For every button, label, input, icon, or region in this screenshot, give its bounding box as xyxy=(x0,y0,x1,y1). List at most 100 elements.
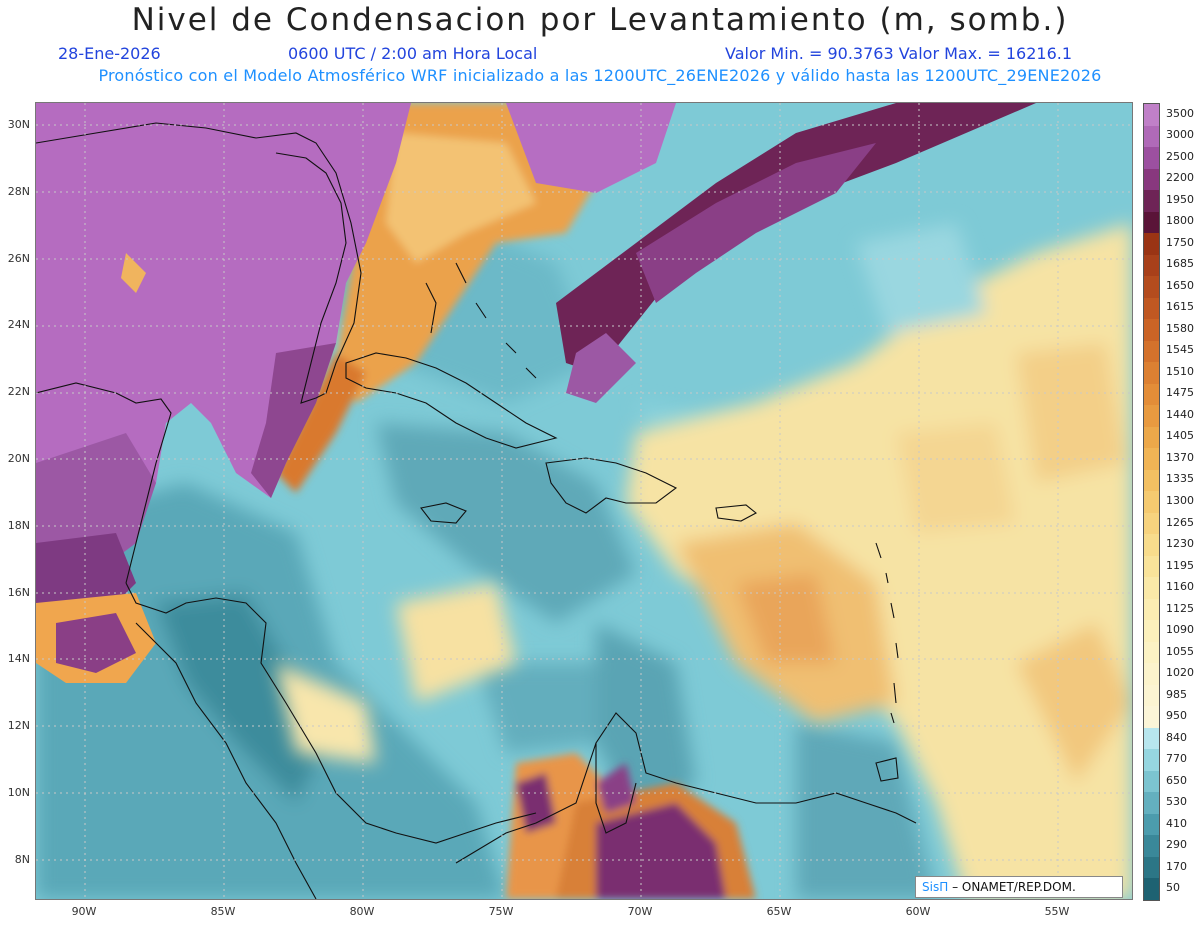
colorbar-segment xyxy=(1144,426,1159,449)
colorbar-segment xyxy=(1144,104,1159,126)
colorbar-segment xyxy=(1144,792,1159,815)
longitude-label: 65W xyxy=(766,905,792,918)
longitude-label: 80W xyxy=(349,905,375,918)
colorbar xyxy=(1143,103,1160,901)
colorbar-segment xyxy=(1144,577,1159,600)
colorbar-segment xyxy=(1144,254,1159,277)
colorbar-label: 3500 xyxy=(1166,106,1194,120)
lcl-map xyxy=(35,102,1133,900)
longitude-label: 55W xyxy=(1044,905,1070,918)
latitude-label: 22N xyxy=(7,385,30,399)
latitude-label: 20N xyxy=(7,452,30,465)
latitude-label: 14N xyxy=(7,652,30,666)
colorbar-label: 2500 xyxy=(1166,149,1194,163)
high-lcl-regions xyxy=(276,223,1132,899)
orange-band-florida xyxy=(276,103,596,493)
latitude-label: 10N xyxy=(7,786,30,799)
colorbar-label: 1800 xyxy=(1166,214,1194,228)
colorbar-label: 2200 xyxy=(1166,171,1194,185)
colorbar-segment xyxy=(1144,878,1159,901)
colorbar-segment xyxy=(1144,813,1159,836)
colorbar-label: 3000 xyxy=(1166,128,1194,142)
colorbar-segment xyxy=(1144,383,1159,406)
colorbar-segment xyxy=(1144,168,1159,191)
colorbar-label: 1020 xyxy=(1166,666,1194,680)
colorbar-label: 1580 xyxy=(1166,321,1194,335)
forecast-time: 0600 UTC / 2:00 am Hora Local xyxy=(288,44,538,63)
colorbar-label: 410 xyxy=(1166,816,1187,830)
latitude-label: 26N xyxy=(7,251,30,265)
colorbar-label: 1545 xyxy=(1166,343,1194,357)
colorbar-segment xyxy=(1144,856,1159,879)
longitude-label: 85W xyxy=(210,905,236,918)
colorbar-segment xyxy=(1144,770,1159,793)
colorbar-label: 290 xyxy=(1166,838,1187,852)
colorbar-label: 1265 xyxy=(1166,515,1194,529)
colorbar-label: 650 xyxy=(1166,773,1187,787)
colorbar-segment xyxy=(1144,319,1159,342)
colorbar-segment xyxy=(1144,749,1159,772)
grid-lines xyxy=(36,103,1132,899)
colorbar-segment xyxy=(1144,448,1159,471)
colorbar-label: 1195 xyxy=(1166,558,1194,572)
colorbar-segment xyxy=(1144,190,1159,213)
colorbar-label: 1300 xyxy=(1166,494,1194,507)
latitude-label: 24N xyxy=(7,318,30,332)
colorbar-label: 985 xyxy=(1166,687,1187,701)
longitude-label: 75W xyxy=(488,905,514,918)
colorbar-label: 950 xyxy=(1166,709,1187,723)
colorbar-segment xyxy=(1144,598,1159,621)
colorbar-label: 1090 xyxy=(1166,623,1194,637)
colorbar-segment xyxy=(1144,233,1159,256)
purple-northeast-band xyxy=(506,103,1036,403)
credit-text: – ONAMET/REP.DOM. xyxy=(952,880,1076,894)
latitude-label: 12N xyxy=(7,719,30,733)
latitude-label: 28N xyxy=(7,184,30,198)
colorbar-segment xyxy=(1144,684,1159,707)
colorbar-segment xyxy=(1144,706,1159,729)
colorbar-segment xyxy=(1144,211,1159,234)
colorbar-label: 1405 xyxy=(1166,429,1194,443)
colorbar-segment xyxy=(1144,512,1159,535)
colorbar-label: 1510 xyxy=(1166,364,1194,378)
latitude-label: 16N xyxy=(7,585,30,599)
longitude-label: 90W xyxy=(71,905,97,918)
colorbar-segment xyxy=(1144,469,1159,492)
colorbar-segment xyxy=(1144,405,1159,428)
colorbar-label: 1335 xyxy=(1166,472,1194,486)
colorbar-segment xyxy=(1144,620,1159,643)
colorbar-label: 1950 xyxy=(1166,192,1194,206)
longitude-label: 70W xyxy=(627,905,653,918)
colorbar-label: 840 xyxy=(1166,730,1187,744)
colorbar-segment xyxy=(1144,340,1159,363)
colorbar-segment xyxy=(1144,727,1159,750)
colorbar-label: 530 xyxy=(1166,795,1187,809)
colorbar-label: 1685 xyxy=(1166,257,1194,271)
colorbar-label: 770 xyxy=(1166,752,1187,766)
colorbar-segment xyxy=(1144,641,1159,664)
colorbar-segment xyxy=(1144,835,1159,858)
colorbar-segment xyxy=(1144,663,1159,686)
colorbar-label: 50 xyxy=(1166,881,1180,895)
model-description: Pronóstico con el Modelo Atmosférico WRF… xyxy=(98,66,1102,85)
colorbar-segment xyxy=(1144,534,1159,557)
colorbar-segment xyxy=(1144,297,1159,320)
credit-box: SisΠ – ONAMET/REP.DOM. xyxy=(915,876,1123,898)
colorbar-label: 1125 xyxy=(1166,601,1194,615)
colorbar-label: 1370 xyxy=(1166,450,1194,464)
colorbar-label: 1160 xyxy=(1166,580,1194,594)
map-title: Nivel de Condensacion por Levantamiento … xyxy=(131,2,1069,38)
colorbar-label: 1615 xyxy=(1166,300,1194,314)
forecast-date: 28-Ene-2026 xyxy=(58,44,161,63)
latitude-label: 30N xyxy=(7,118,30,131)
colorbar-segment xyxy=(1144,362,1159,385)
latitude-label: 8N xyxy=(14,852,30,866)
colorbar-segment xyxy=(1144,276,1159,299)
colorbar-label: 1440 xyxy=(1166,407,1194,421)
colorbar-segment xyxy=(1144,147,1159,170)
colorbar-label: 1230 xyxy=(1166,537,1194,551)
colorbar-segment xyxy=(1144,555,1159,578)
south-america-highs xyxy=(506,753,756,899)
credit-brand: SisΠ xyxy=(922,880,949,894)
colorbar-label: 1475 xyxy=(1166,386,1194,400)
